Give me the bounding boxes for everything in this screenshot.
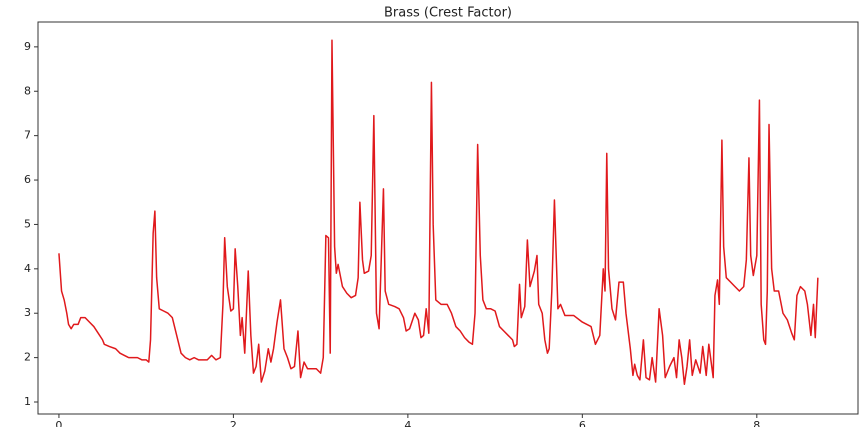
x-tick-label: 0 [55, 419, 62, 427]
y-tick-label: 1 [24, 395, 31, 408]
y-tick-label: 4 [24, 262, 31, 275]
x-tick-label: 8 [753, 419, 760, 427]
data-line [58, 39, 819, 386]
y-tick-label: 5 [24, 217, 31, 230]
x-tick-label: 2 [230, 419, 237, 427]
y-tick-label: 8 [24, 84, 31, 97]
x-tick-label: 4 [404, 419, 411, 427]
y-tick-label: 9 [24, 40, 31, 53]
y-tick-label: 6 [24, 173, 31, 186]
y-tick-label: 3 [24, 306, 31, 319]
plot-frame [37, 21, 859, 415]
x-tick-label: 6 [579, 419, 586, 427]
y-tick-label: 7 [24, 129, 31, 142]
y-tick-label: 2 [24, 351, 31, 364]
chart-title: Brass (Crest Factor) [384, 6, 512, 21]
